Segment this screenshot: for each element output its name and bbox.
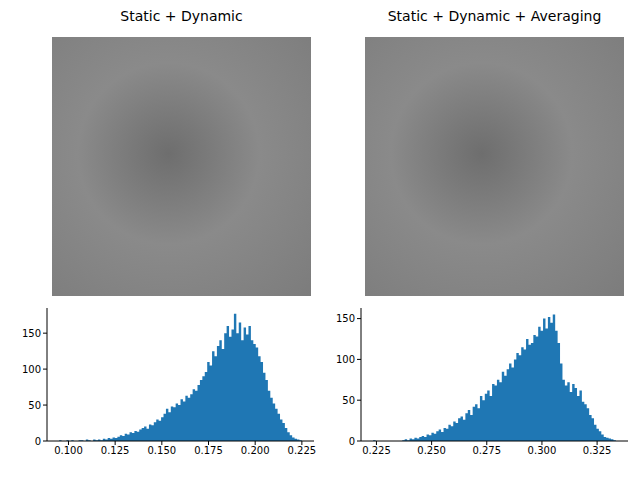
svg-text:0.275: 0.275	[472, 445, 501, 456]
svg-text:0.250: 0.250	[417, 445, 446, 456]
html-text:Static + Dynamic: Static + Dynamic	[120, 8, 243, 24]
svg-text:100: 100	[22, 364, 41, 375]
svg-text:0.225: 0.225	[362, 445, 391, 456]
svg-text:50: 50	[342, 395, 355, 406]
svg-text:0.225: 0.225	[288, 445, 317, 456]
svg-text:150: 150	[336, 313, 355, 324]
svg-text:0.125: 0.125	[101, 445, 130, 456]
svg-text:0.300: 0.300	[528, 445, 557, 456]
svg-text:0: 0	[35, 436, 41, 447]
html-text:Static + Dynamic + Averaging: Static + Dynamic + Averaging	[387, 8, 602, 24]
svg-text:100: 100	[336, 354, 355, 365]
svg-text:0: 0	[349, 436, 355, 447]
svg-text:0.200: 0.200	[241, 445, 270, 456]
svg-text:50: 50	[28, 400, 41, 411]
svg-text:0.175: 0.175	[194, 445, 223, 456]
svg-text:0.150: 0.150	[148, 445, 177, 456]
svg-text:0.325: 0.325	[583, 445, 612, 456]
svg-text:0.100: 0.100	[54, 445, 83, 456]
svg-text:150: 150	[22, 328, 41, 339]
